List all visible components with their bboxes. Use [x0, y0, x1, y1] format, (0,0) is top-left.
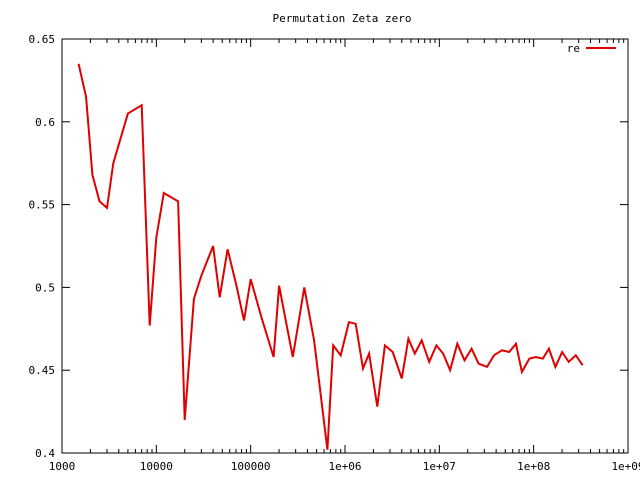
axis-ticks	[61, 38, 629, 454]
x-tick-label: 1e+07	[423, 460, 456, 473]
series-layer	[77, 63, 584, 450]
x-tick-label: 1e+08	[517, 460, 550, 473]
y-tick-label: 0.55	[29, 199, 56, 212]
y-tick-label: 0.45	[29, 364, 56, 377]
chart-title: Permutation Zeta zero	[272, 12, 411, 25]
x-tick-label: 1e+06	[328, 460, 361, 473]
y-tick-label: 0.4	[35, 447, 55, 460]
series-line-re	[77, 63, 584, 450]
legend: re	[567, 42, 616, 55]
x-tick-label: 100000	[231, 460, 271, 473]
y-tick-label: 0.6	[35, 116, 55, 129]
y-tick-label: 0.65	[29, 33, 56, 46]
x-tick-label: 1000	[49, 460, 76, 473]
axis-tick-labels: 0.4 0.45 0.5 0.55 0.6 0.65 1000 10000 100000 1e+0…	[29, 33, 640, 473]
legend-label-re: re	[567, 42, 580, 55]
x-tick-label: 10000	[140, 460, 173, 473]
y-tick-label: 0.5	[35, 281, 55, 294]
x-tick-label: 1e+09	[611, 460, 640, 473]
